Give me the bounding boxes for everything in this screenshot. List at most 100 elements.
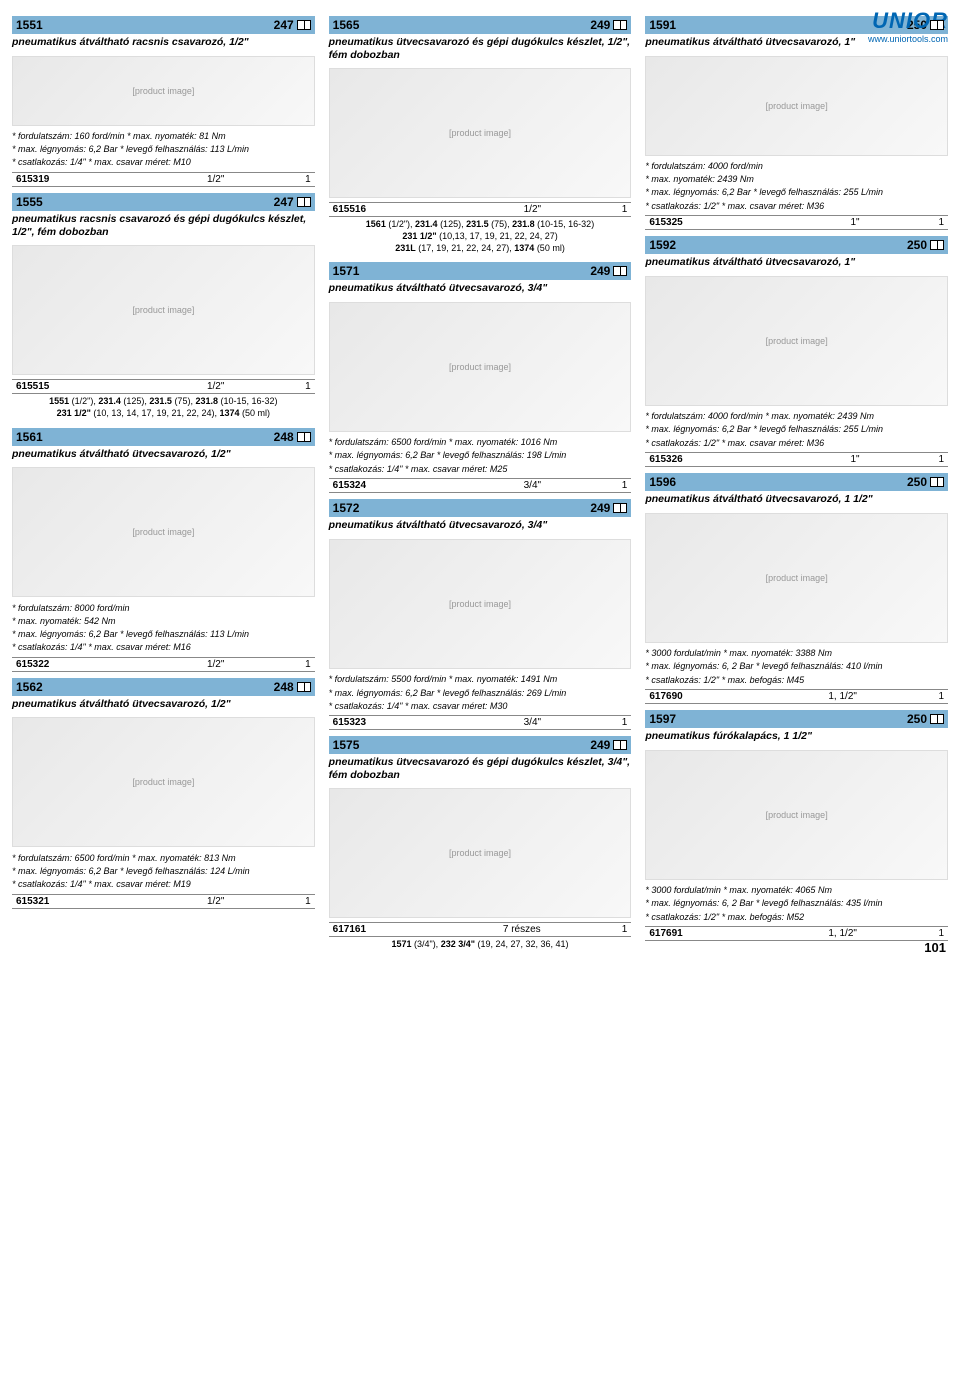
product-title: pneumatikus átváltható racsnis csavarozó…: [12, 34, 315, 52]
book-icon: [613, 740, 627, 750]
table-cell: 1, 1/2": [782, 690, 903, 704]
spec-line: * csatlakozás: 1/2" * max. csavar méret:…: [645, 436, 948, 449]
spec-line: * csatlakozás: 1/4" * max. csavar méret:…: [329, 699, 632, 712]
table-row: 6153251"1: [645, 216, 948, 230]
product-table: 6153261"1: [645, 452, 948, 467]
product-image: [product image]: [329, 302, 632, 432]
spec-line: * fordulatszám: 4000 ford/min * max. nyo…: [645, 410, 948, 423]
product-table: 6153221/2"1: [12, 657, 315, 672]
product-code: 1597: [649, 712, 676, 726]
spec-line: * max. légnyomás: 6,2 Bar * levegő felha…: [329, 686, 632, 699]
product-table: 6153233/4"1: [329, 715, 632, 730]
product-code: 1571: [333, 264, 360, 278]
spec-line: * 3000 fordulat/min * max. nyomaték: 406…: [645, 884, 948, 897]
spec-line: * max. légnyomás: 6,2 Bar * levegő felha…: [645, 423, 948, 436]
table-cell: 1": [819, 453, 891, 467]
table-row: 6155161/2"1: [329, 203, 632, 217]
book-icon: [613, 266, 627, 276]
table-cell: 1: [580, 203, 631, 217]
book-icon: [297, 432, 311, 442]
product-header: 1592250: [645, 236, 948, 254]
spec-line: * max. légnyomás: 6,2 Bar * levegő felha…: [645, 186, 948, 199]
product-title: pneumatikus átváltható ütvecsavarozó, 1/…: [12, 446, 315, 464]
table-row: 6155151/2"1: [12, 380, 315, 394]
product-code: 1575: [333, 738, 360, 752]
product-code: 1561: [16, 430, 43, 444]
table-cell: 1: [891, 453, 948, 467]
table-row: 6176911, 1/2"1: [645, 927, 948, 941]
table-cell: 1: [891, 216, 948, 230]
product-code: 1572: [333, 501, 360, 515]
table-row: 6153261"1: [645, 453, 948, 467]
product-code: 1565: [333, 18, 360, 32]
book-icon: [613, 20, 627, 30]
spec-line: * max. légnyomás: 6, 2 Bar * levegő felh…: [645, 897, 948, 910]
page-ref: 247: [274, 195, 311, 209]
spec-line: * csatlakozás: 1/2" * max. befogás: M45: [645, 673, 948, 686]
table-cell: 617691: [645, 927, 782, 941]
product-table: 6176901, 1/2"1: [645, 689, 948, 704]
product-specs: * fordulatszám: 4000 ford/min * max. nyo…: [645, 410, 948, 449]
book-icon: [930, 477, 944, 487]
spec-line: * max. nyomaték: 542 Nm: [12, 614, 315, 627]
page-ref: 248: [274, 430, 311, 444]
product-specs: * fordulatszám: 8000 ford/min* max. nyom…: [12, 601, 315, 654]
columns-container: 1551247 pneumatikus átváltható racsnis c…: [12, 10, 948, 953]
product-header: 1551247: [12, 16, 315, 34]
product-title: pneumatikus fúrókalapács, 1 1/2": [645, 728, 948, 746]
spec-line: * fordulatszám: 5500 ford/min * max. nyo…: [329, 673, 632, 686]
product-image: [product image]: [645, 56, 948, 156]
product-title: pneumatikus ütvecsavarozó és gépi dugóku…: [329, 754, 632, 784]
page-ref: 249: [590, 738, 627, 752]
product-extra-info: 1551 (1/2"), 231.4 (125), 231.5 (75), 23…: [12, 394, 315, 421]
table-cell: 615321: [12, 894, 168, 908]
product-title: pneumatikus átváltható ütvecsavarozó, 1/…: [12, 696, 315, 714]
table-cell: 1: [580, 479, 631, 493]
table-cell: 615325: [645, 216, 819, 230]
product-specs: * fordulatszám: 6500 ford/min * max. nyo…: [329, 436, 632, 475]
spec-line: * csatlakozás: 1/4" * max. csavar méret:…: [12, 156, 315, 169]
spec-line: * max. légnyomás: 6,2 Bar * levegő felha…: [12, 143, 315, 156]
table-row: 6153243/4"1: [329, 479, 632, 493]
spec-line: * fordulatszám: 4000 ford/min: [645, 160, 948, 173]
product-code: 1592: [649, 238, 676, 252]
table-cell: 615319: [12, 173, 168, 187]
table-cell: 1: [264, 657, 315, 671]
spec-line: * fordulatszám: 6500 ford/min * max. nyo…: [12, 851, 315, 864]
table-cell: 615323: [329, 716, 485, 730]
table-row: 6171617 részes1: [329, 923, 632, 937]
product-header: 1565249: [329, 16, 632, 34]
book-icon: [297, 682, 311, 692]
table-cell: 1/2": [168, 173, 264, 187]
column-2: 1565249 pneumatikus ütvecsavarozó és gép…: [329, 10, 632, 953]
table-cell: 615515: [12, 380, 168, 394]
book-icon: [930, 20, 944, 30]
product-extra-info: 1571 (3/4"), 232 3/4" (19, 24, 27, 32, 3…: [329, 937, 632, 953]
product-title: pneumatikus átváltható ütvecsavarozó, 1 …: [645, 491, 948, 509]
product-header: 1575 249: [329, 736, 632, 754]
table-cell: 1/2": [168, 657, 264, 671]
product-image: [product image]: [12, 467, 315, 597]
product-header: 1597250: [645, 710, 948, 728]
product-header: 1562248: [12, 678, 315, 696]
product-code: 1551: [16, 18, 43, 32]
product-code: 1562: [16, 680, 43, 694]
product-code: 1555: [16, 195, 43, 209]
product-image: [product image]: [12, 245, 315, 375]
product-image: [product image]: [645, 276, 948, 406]
product-title: pneumatikus ütvecsavarozó és gépi dugóku…: [329, 34, 632, 64]
table-cell: 615322: [12, 657, 168, 671]
product-specs: * fordulatszám: 6500 ford/min * max. nyo…: [12, 851, 315, 890]
product-image: [product image]: [645, 513, 948, 643]
book-icon: [930, 240, 944, 250]
table-cell: 1": [819, 216, 891, 230]
spec-line: * fordulatszám: 8000 ford/min: [12, 601, 315, 614]
table-row: 6153233/4"1: [329, 716, 632, 730]
column-1: 1551247 pneumatikus átváltható racsnis c…: [12, 10, 315, 953]
product-specs: * 3000 fordulat/min * max. nyomaték: 338…: [645, 647, 948, 686]
table-row: 6153191/2"1: [12, 173, 315, 187]
page-number: 101: [924, 940, 946, 955]
book-icon: [297, 20, 311, 30]
table-cell: 615324: [329, 479, 485, 493]
product-image: [product image]: [329, 539, 632, 669]
